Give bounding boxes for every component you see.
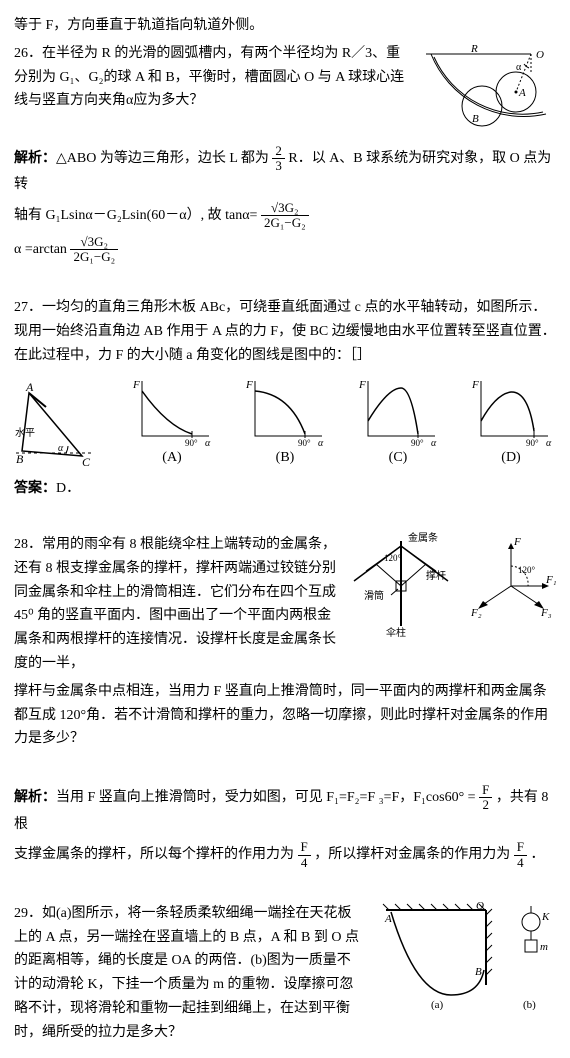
svg-text:120°: 120°: [518, 565, 536, 575]
svg-text:R: R: [470, 44, 478, 55]
svg-text:90°: 90°: [526, 438, 539, 446]
svg-text:O: O: [536, 49, 544, 61]
svg-text:C: C: [82, 455, 91, 469]
p27-triangle: A B C 水平 α: [14, 381, 104, 469]
svg-text:F₃: F₃: [540, 607, 552, 619]
p28-b: 撑杆与金属条中点相连，当用力 F 竖直向上推滑筒时，同一平面内的两撑杆和两金属条…: [14, 680, 556, 751]
svg-text:m: m: [540, 941, 548, 953]
svg-text:(a): (a): [431, 999, 444, 1010]
p27-optC: F 90° α (C): [353, 376, 443, 470]
p26-sol-1: 解析：△ABO 为等边三角形，边长 L 都为 23 R．以 A、B 球系统为研究…: [14, 144, 556, 197]
svg-text:90°: 90°: [411, 438, 424, 446]
svg-text:K: K: [541, 911, 550, 923]
p28-sol-1: 解析：当用 F 竖直向上推滑筒时，受力如图，可见 F₁=F₂=F ₃=F，F₁c…: [14, 783, 556, 836]
fig-28: 金属条 撑杆 滑筒 伞柱 120° F F₁ F₂ F₃ 120°: [346, 531, 556, 641]
p27-optD: F 90° α (D): [466, 376, 556, 470]
svg-text:B: B: [472, 113, 479, 125]
svg-text:F: F: [513, 536, 521, 548]
p27-ans: 答案：D．: [14, 477, 556, 501]
fig-29: A O B (a) K m (b): [371, 900, 556, 1010]
svg-text:B: B: [475, 966, 482, 978]
svg-text:O: O: [476, 900, 484, 912]
svg-text:F: F: [132, 379, 140, 391]
p27-optA: F 90° α (A): [127, 376, 217, 470]
p27: 27．一均匀的直角三角形木板 ABc，可绕垂直纸面通过 c 点的水平轴转动，如图…: [14, 296, 556, 367]
p27-figs: A B C 水平 α F 90° α (A) F 90° α (B) F 90°…: [14, 376, 556, 470]
svg-text:120°: 120°: [384, 553, 402, 563]
svg-text:撑杆: 撑杆: [426, 569, 446, 582]
p27-optB: F 90° α (B): [240, 376, 330, 470]
fig-26: R O B A α: [416, 44, 556, 134]
svg-text:α: α: [516, 62, 522, 73]
svg-text:F: F: [358, 379, 366, 391]
svg-text:α: α: [205, 438, 211, 446]
svg-text:(b): (b): [523, 999, 536, 1010]
p26-sol-2: 轴有 G₁Lsinα－G₂Lsin(60－α）, 故 tanα= √3G₂2G₁…: [14, 201, 556, 231]
svg-text:α: α: [318, 438, 324, 446]
svg-text:F: F: [245, 379, 253, 391]
svg-text:F₁: F₁: [545, 574, 556, 586]
svg-text:α: α: [58, 443, 64, 454]
svg-text:水平: 水平: [15, 427, 35, 439]
svg-text:F: F: [471, 379, 479, 391]
svg-text:F₂: F₂: [470, 607, 482, 619]
svg-text:90°: 90°: [298, 438, 311, 446]
svg-text:α: α: [546, 438, 552, 446]
svg-text:α: α: [431, 438, 437, 446]
svg-text:伞柱: 伞柱: [386, 626, 406, 639]
svg-text:B: B: [16, 452, 24, 466]
svg-text:90°: 90°: [185, 438, 198, 446]
svg-text:A: A: [25, 381, 34, 394]
svg-text:金属条: 金属条: [408, 531, 438, 544]
p25-tail: 等于 F，方向垂直于轨道指向轨道外侧。: [14, 14, 556, 38]
svg-text:滑筒: 滑筒: [364, 589, 384, 602]
p26-sol-3: α =arctan √3G₂2G₁−G₂: [14, 235, 556, 265]
svg-text:A: A: [518, 87, 526, 99]
p28-sol-2: 支撑金属条的撑杆，所以每个撑杆的作用力为 F4 ，所以撑杆对金属条的作用力为 F…: [14, 840, 556, 870]
svg-text:A: A: [384, 913, 392, 925]
